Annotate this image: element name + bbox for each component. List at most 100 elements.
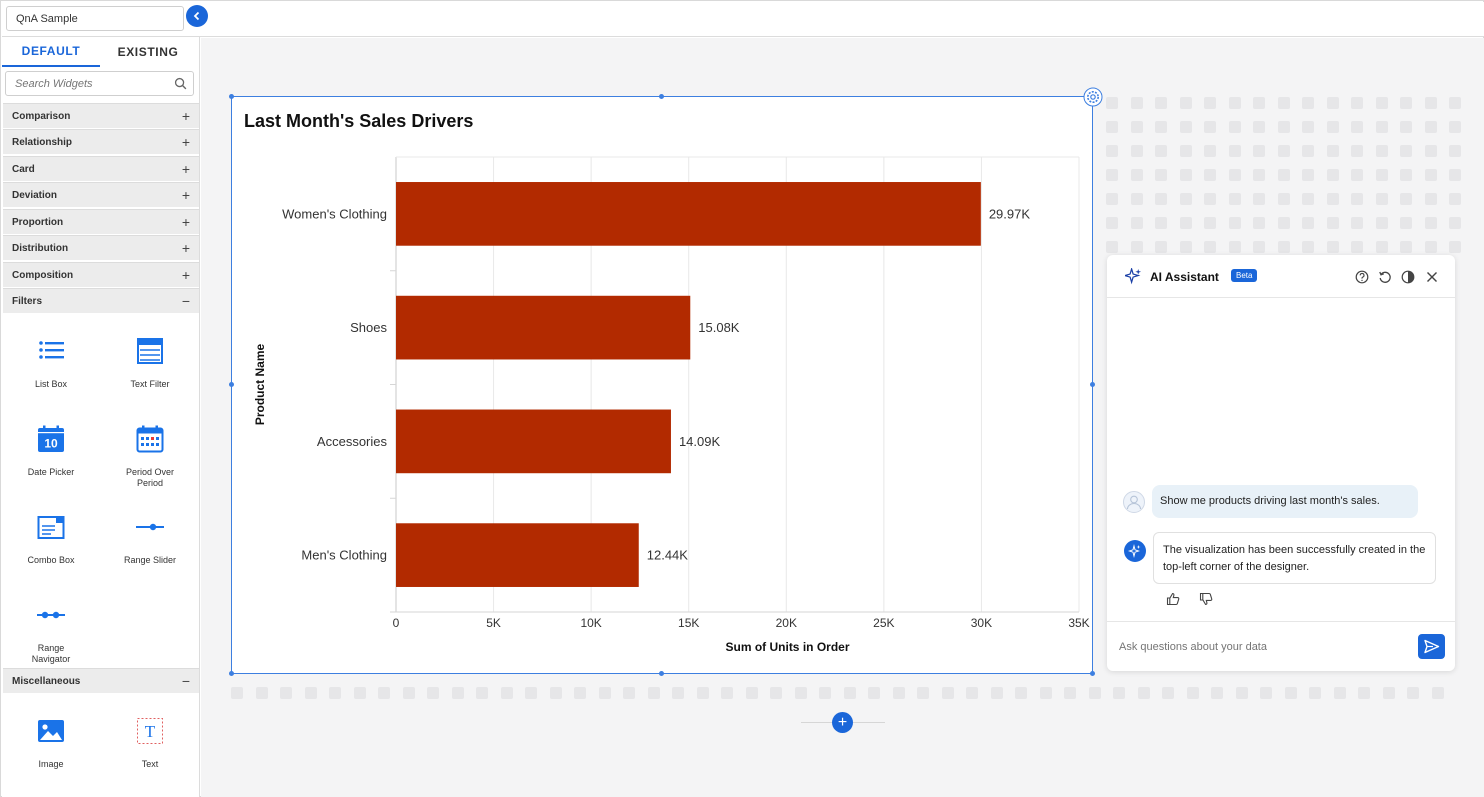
widget-label: Image xyxy=(38,759,64,769)
canvas-tile xyxy=(1187,687,1199,699)
canvas-tile xyxy=(1204,169,1216,181)
canvas-tile xyxy=(501,687,513,699)
chart-widget[interactable]: Last Month's Sales Drivers 0 5K 10K 15K 20K 2… xyxy=(231,96,1093,674)
category-label: Miscellaneous xyxy=(12,676,81,687)
category-comparison[interactable]: Comparison + xyxy=(3,103,199,128)
canvas-tile xyxy=(354,687,366,699)
canvas-tile xyxy=(305,687,317,699)
search-widgets-input[interactable] xyxy=(6,72,166,95)
tab-default[interactable]: DEFAULT xyxy=(2,37,100,67)
bar-chart: 0 5K 10K 15K 20K 25K 30K 35K Women's Clothing 29.… xyxy=(253,156,1090,654)
canvas-tile xyxy=(966,687,978,699)
expand-icon[interactable]: + xyxy=(181,187,190,203)
add-widget-button[interactable]: + xyxy=(832,712,853,733)
canvas-tile xyxy=(476,687,488,699)
category-label: Deviation xyxy=(12,190,58,201)
user-avatar xyxy=(1123,491,1145,513)
canvas-tile xyxy=(1089,687,1101,699)
reset-icon[interactable] xyxy=(1378,270,1392,284)
x-tick-label: 0 xyxy=(393,616,400,630)
expand-icon[interactable]: + xyxy=(181,161,190,177)
widget-date-picker[interactable]: 10 Date Picker xyxy=(6,425,96,505)
canvas-tile xyxy=(1278,121,1290,133)
collapse-icon[interactable]: − xyxy=(181,673,190,689)
category-card[interactable]: Card + xyxy=(3,156,199,181)
thumbs-down-icon[interactable] xyxy=(1199,592,1213,606)
expand-icon[interactable]: + xyxy=(181,240,190,256)
canvas-tile xyxy=(1113,687,1125,699)
canvas-tile xyxy=(1278,193,1290,205)
resize-handle[interactable] xyxy=(1090,382,1095,387)
resize-handle[interactable] xyxy=(229,94,234,99)
bar xyxy=(396,523,639,587)
dashboard-title-input[interactable] xyxy=(6,6,184,31)
send-button[interactable] xyxy=(1418,634,1445,659)
ai-question-input[interactable] xyxy=(1119,636,1399,658)
canvas-tile xyxy=(746,687,758,699)
canvas-tile xyxy=(1425,193,1437,205)
category-deviation[interactable]: Deviation + xyxy=(3,182,199,207)
expand-icon[interactable]: + xyxy=(181,134,190,150)
bar xyxy=(396,182,981,246)
canvas-tile xyxy=(1211,687,1223,699)
search-icon[interactable] xyxy=(174,77,187,90)
widget-text-filter[interactable]: Text Filter xyxy=(105,337,195,417)
chevron-left-icon xyxy=(193,11,200,21)
expand-icon[interactable]: + xyxy=(181,267,190,283)
canvas-tile xyxy=(623,687,635,699)
expand-icon[interactable]: + xyxy=(181,108,190,124)
widget-label: Text xyxy=(141,759,159,769)
canvas-tile xyxy=(1278,97,1290,109)
canvas-tile xyxy=(1376,241,1388,253)
category-filters[interactable]: Filters − xyxy=(3,288,199,313)
resize-handle[interactable] xyxy=(659,94,664,99)
resize-handle[interactable] xyxy=(659,671,664,676)
chart-title: Last Month's Sales Drivers xyxy=(244,111,474,131)
canvas-tile xyxy=(1229,241,1241,253)
canvas-tile xyxy=(721,687,733,699)
widget-label: List Box xyxy=(34,379,67,389)
expand-icon[interactable]: + xyxy=(181,214,190,230)
canvas-tile xyxy=(1302,97,1314,109)
canvas-tile xyxy=(1015,687,1027,699)
category-miscellaneous[interactable]: Miscellaneous − xyxy=(3,668,199,693)
text-glyph: T xyxy=(145,722,156,741)
widget-range-navigator[interactable]: Range Navigator xyxy=(6,601,96,681)
canvas-tile xyxy=(1204,145,1216,157)
close-icon[interactable] xyxy=(1425,270,1439,284)
widget-range-slider[interactable]: Range Slider xyxy=(105,513,195,593)
canvas-tile xyxy=(1327,97,1339,109)
data-label: 15.08K xyxy=(698,320,740,335)
resize-handle[interactable] xyxy=(229,382,234,387)
collapse-panel-button[interactable] xyxy=(186,5,208,27)
category-distribution[interactable]: Distribution + xyxy=(3,235,199,260)
canvas-tile xyxy=(868,687,880,699)
resize-handle[interactable] xyxy=(229,671,234,676)
gear-icon[interactable] xyxy=(1083,87,1103,107)
canvas-tile xyxy=(1162,687,1174,699)
canvas-tile xyxy=(1351,169,1363,181)
thumbs-up-icon[interactable] xyxy=(1166,592,1180,606)
category-composition[interactable]: Composition + xyxy=(3,262,199,287)
collapse-icon[interactable]: − xyxy=(181,293,190,309)
canvas-tile xyxy=(1285,687,1297,699)
help-icon[interactable] xyxy=(1355,270,1369,284)
canvas-tile xyxy=(991,687,1003,699)
category-proportion[interactable]: Proportion + xyxy=(3,209,199,234)
canvas-tile xyxy=(1351,193,1363,205)
widget-panel: DEFAULT EXISTING Comparison + Relationshi… xyxy=(2,37,200,797)
widget-combo-box[interactable]: Combo Box xyxy=(6,513,96,593)
widget-period-over-period[interactable]: Period Over Period xyxy=(105,425,195,505)
widget-text[interactable]: T Text xyxy=(105,717,195,797)
canvas-tile xyxy=(1309,687,1321,699)
tab-existing[interactable]: EXISTING xyxy=(117,45,179,59)
category-relationship[interactable]: Relationship + xyxy=(3,129,199,154)
canvas-tile xyxy=(1449,217,1461,229)
resize-handle[interactable] xyxy=(1090,671,1095,676)
panel-tabs: DEFAULT EXISTING xyxy=(2,37,199,67)
widget-image[interactable]: Image xyxy=(6,717,96,797)
widget-list-box[interactable]: List Box xyxy=(6,337,96,417)
theme-icon[interactable] xyxy=(1401,270,1415,284)
canvas-tile xyxy=(1106,121,1118,133)
canvas-tile xyxy=(1106,97,1118,109)
